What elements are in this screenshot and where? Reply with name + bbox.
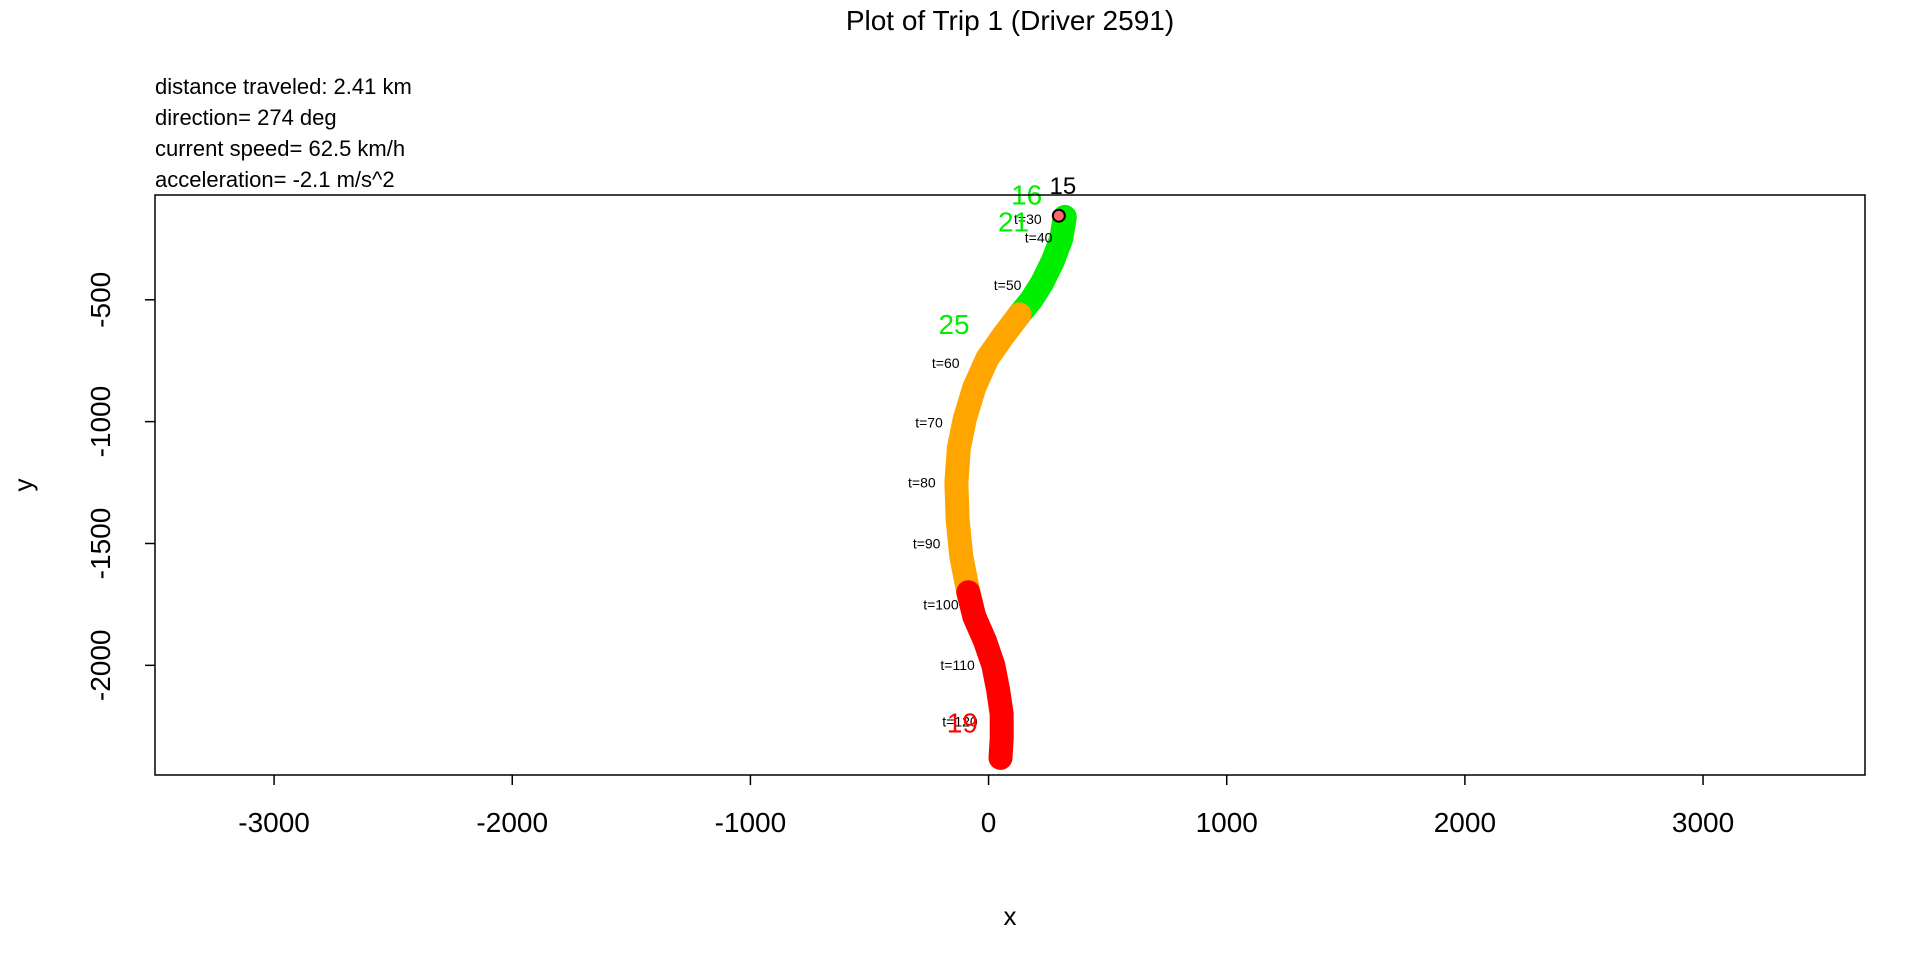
trip-segment-3 [956, 580, 1014, 770]
time-label: t=100 [923, 596, 959, 612]
trip-segment-1 [1007, 204, 1077, 327]
time-label: t=70 [915, 415, 943, 431]
x-tick-label: -2000 [476, 807, 548, 838]
start-point-label: 15 [1049, 173, 1076, 200]
time-label: t=30 [1014, 211, 1042, 227]
y-tick-label: -500 [85, 272, 116, 328]
time-label: t=90 [913, 535, 941, 551]
y-tick-label: -1500 [85, 508, 116, 580]
info-distance: distance traveled: 2.41 km [155, 74, 412, 99]
y-tick-label: -2000 [85, 629, 116, 701]
time-label: t=110 [940, 657, 975, 673]
trip-segment-2 [944, 302, 1032, 605]
x-tick-label: -3000 [238, 807, 310, 838]
time-label: t=40 [1025, 230, 1053, 246]
time-label: t=60 [932, 355, 960, 371]
speed-label: 19 [947, 707, 978, 738]
x-tick-label: 0 [981, 807, 997, 838]
x-tick-label: 1000 [1196, 807, 1258, 838]
x-tick-label: 2000 [1434, 807, 1496, 838]
y-tick-label: -1000 [85, 386, 116, 458]
time-label: t=50 [994, 277, 1022, 293]
plot-area [944, 204, 1077, 770]
time-label: t=120 [942, 713, 978, 729]
x-axis-label: x [1004, 901, 1017, 931]
y-axis-label: y [8, 479, 38, 492]
info-acceleration: acceleration= -2.1 m/s^2 [155, 167, 395, 192]
speed-label: 21 [998, 207, 1029, 238]
chart-title: Plot of Trip 1 (Driver 2591) [846, 5, 1174, 36]
start-point-marker [1051, 208, 1066, 223]
speed-label: 25 [938, 309, 969, 340]
x-axis: -3000 -2000 -1000 0 1000 2000 3000 [238, 775, 1734, 838]
x-tick-label: -1000 [715, 807, 787, 838]
label-layer: 15 t=30 t=40 t=50 t=60 t=70 t=80 t=90 t=100 t=110… [908, 173, 1076, 738]
plot-frame [154, 194, 1866, 776]
info-speed: current speed= 62.5 km/h [155, 136, 405, 161]
x-tick-label: 3000 [1672, 807, 1734, 838]
series-layer [944, 204, 1077, 770]
time-label: t=80 [908, 474, 936, 490]
info-direction: direction= 274 deg [155, 105, 337, 130]
y-axis: -500 -1000 -1500 -2000 [85, 272, 155, 701]
